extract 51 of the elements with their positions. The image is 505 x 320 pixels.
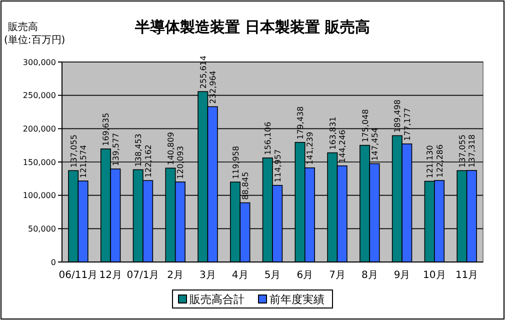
x-tick-label: 3月 <box>200 270 216 281</box>
legend-label: 販売高合計 <box>190 293 244 306</box>
data-label: 122,286 <box>435 144 444 178</box>
y-tick-label: 200,000 <box>22 124 56 134</box>
data-label: 232,964 <box>208 70 218 104</box>
x-tick-label: 2月 <box>167 270 184 281</box>
chart-title: 半導体製造装置 日本製装置 販売高 <box>134 18 370 36</box>
y-tick-label: 100,000 <box>22 191 56 200</box>
x-tick-label: 07/1月 <box>126 270 160 281</box>
data-label: 169,635 <box>102 112 111 146</box>
data-label: 121,130 <box>426 145 435 178</box>
y-tick-label: 150,000 <box>22 158 56 167</box>
data-label: 255,614 <box>198 55 208 89</box>
y-tick-label: 250,000 <box>22 91 56 100</box>
data-label: 140,809 <box>166 132 176 166</box>
data-label: 114,957 <box>273 149 282 182</box>
x-tick-label: 10月 <box>423 270 446 281</box>
data-label: 88,845 <box>240 172 250 200</box>
x-tick-label: 06/11月 <box>58 270 98 281</box>
data-label: 138,453 <box>134 134 144 167</box>
x-tick-label: 4月 <box>232 270 248 281</box>
data-label: 121,574 <box>79 144 88 178</box>
x-tick-label: 6月 <box>296 270 314 281</box>
data-label: 141,239 <box>306 132 315 165</box>
x-tick-label: 12月 <box>99 270 122 281</box>
x-tick-label: 5月 <box>264 270 281 281</box>
data-label: 156,106 <box>264 122 273 155</box>
data-label: 120,093 <box>176 146 186 179</box>
data-label: 137,055 <box>69 134 78 168</box>
data-label: 137,318 <box>468 134 477 168</box>
text: (単位:百万円) <box>4 34 66 46</box>
data-label: 189,498 <box>393 100 402 133</box>
data-label: 139,577 <box>111 132 120 166</box>
x-tick-label: 7月 <box>329 270 346 281</box>
data-label: 144,246 <box>338 130 348 163</box>
legend-label: 前年度実績 <box>270 293 324 306</box>
x-tick-label: 9月 <box>394 270 410 281</box>
data-label: 163,831 <box>328 116 338 150</box>
y-tick-label: 50,000 <box>28 224 56 234</box>
data-label: 119,958 <box>231 146 240 180</box>
data-label: 179,438 <box>296 106 306 140</box>
x-tick-label: 8月 <box>361 270 378 281</box>
data-label: 147,454 <box>370 128 380 161</box>
data-label: 122,162 <box>144 144 153 178</box>
y-axis-title: 販売高 <box>8 21 38 33</box>
data-label: 137,055 <box>458 134 467 168</box>
x-tick-label: 11月 <box>455 270 478 281</box>
y-tick-label: 0 <box>50 258 56 267</box>
y-tick-label: 300,000 <box>22 58 56 67</box>
data-label: 175,048 <box>360 109 370 142</box>
data-label: 177,177 <box>402 108 412 141</box>
